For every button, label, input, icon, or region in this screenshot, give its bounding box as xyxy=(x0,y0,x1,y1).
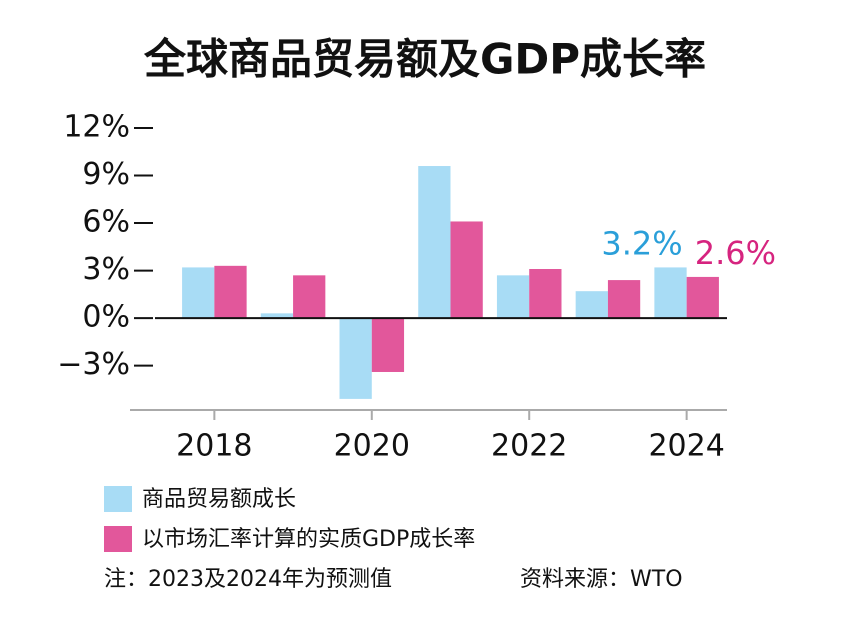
y-tick-label: 6% xyxy=(82,205,130,240)
bar xyxy=(182,267,215,319)
bar xyxy=(686,276,719,319)
y-tick-label: −3% xyxy=(57,347,130,382)
bar xyxy=(293,275,326,319)
bar xyxy=(418,166,451,319)
x-tick-label: 2020 xyxy=(334,429,410,464)
legend-label: 以市场汇率计算的实质GDP成长率 xyxy=(142,527,475,552)
bar xyxy=(339,318,372,399)
bar xyxy=(371,318,405,372)
x-tick-label: 2024 xyxy=(648,429,724,464)
legend-swatch xyxy=(104,486,132,512)
legend-label: 商品贸易额成长 xyxy=(142,487,296,512)
legend-swatch xyxy=(104,526,132,552)
bar xyxy=(496,275,530,319)
y-tick-label: 12% xyxy=(63,110,130,145)
y-tick-label: 9% xyxy=(82,157,130,192)
bar xyxy=(450,221,483,319)
value-label: 3.2% xyxy=(601,224,682,262)
y-tick-label: 3% xyxy=(82,252,130,287)
source: 资料来源：WTO xyxy=(520,567,683,592)
bar xyxy=(260,313,294,319)
note: 注：2023及2024年为预测值 xyxy=(104,567,392,592)
bar xyxy=(654,267,687,319)
bar xyxy=(575,291,608,319)
value-label: 2.6% xyxy=(695,234,776,272)
chart-title: 全球商品贸易额及GDP成长率 xyxy=(143,35,706,84)
x-tick-label: 2018 xyxy=(176,429,252,464)
y-tick-label: 0% xyxy=(82,300,130,335)
bar xyxy=(214,265,247,319)
x-tick-label: 2022 xyxy=(491,429,567,464)
bar xyxy=(607,280,641,319)
bar xyxy=(529,269,562,319)
